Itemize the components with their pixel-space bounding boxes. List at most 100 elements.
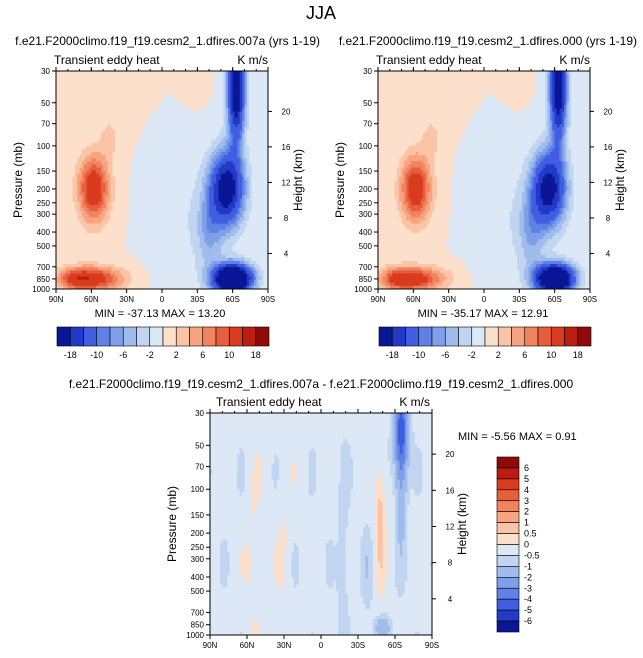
contour-cell [93, 148, 97, 153]
contour-cell [220, 145, 224, 150]
contour-cell [103, 86, 106, 91]
contour-cell [166, 71, 170, 75]
contour-cell [63, 173, 66, 178]
contour-cell [114, 198, 118, 203]
contour-cell [180, 223, 184, 228]
contour-cell [147, 92, 151, 97]
contour-cell [121, 183, 125, 187]
contour-cell [176, 99, 179, 103]
contour-cell [246, 204, 250, 209]
contour-cell [232, 180, 236, 184]
contour-cell [77, 161, 80, 165]
contour-cell [237, 127, 241, 131]
contour-cell [192, 170, 196, 175]
contour-cell [91, 92, 95, 97]
contour-cell [96, 208, 99, 212]
contour-cell [60, 183, 64, 187]
contour-cell [239, 145, 243, 150]
contour-cell [176, 86, 179, 91]
contour-cell [249, 183, 252, 187]
contour-cell [256, 123, 259, 128]
contour-cell [74, 214, 78, 218]
contour-cell [183, 92, 186, 97]
contour-cell [218, 223, 222, 228]
contour-cell [263, 158, 267, 162]
contour-cell [103, 92, 106, 97]
contour-cell [112, 170, 116, 175]
contour-cell [206, 186, 210, 190]
contour-cell [81, 92, 85, 97]
contour-cell [239, 105, 243, 109]
contour-cell [225, 114, 229, 119]
contour-cell [187, 123, 191, 128]
contour-cell [93, 155, 97, 159]
contour-cell [96, 89, 99, 94]
contour-cell [213, 239, 217, 243]
contour-cell [121, 130, 125, 134]
contour-cell [202, 123, 205, 128]
contour-cell [72, 232, 76, 237]
contour-cell [204, 95, 208, 100]
contour-cell [56, 151, 59, 156]
contour-cell [162, 92, 165, 97]
contour-cell [216, 211, 219, 215]
contour-cell [194, 74, 198, 78]
contour-cell [103, 142, 106, 147]
contour-cell [185, 164, 189, 168]
contour-cell [204, 198, 208, 203]
contour-cell [159, 145, 163, 150]
contour-cell [258, 123, 262, 128]
contour-cell [225, 123, 229, 128]
contour-cell [211, 151, 215, 156]
contour-cell [147, 220, 151, 224]
contour-cell [265, 127, 269, 131]
contour-cell [227, 142, 231, 147]
contour-cell [166, 167, 170, 172]
contour-cell [197, 186, 201, 190]
contour-cell [129, 158, 132, 162]
contour-cell [258, 183, 262, 187]
contour-cell [129, 220, 132, 224]
contour-cell [242, 232, 245, 237]
contour-cell [162, 89, 165, 94]
contour-cell [159, 161, 163, 165]
contour-cell [227, 151, 231, 156]
contour-cell [100, 189, 104, 193]
contour-cell [192, 99, 196, 103]
contour-cell [263, 139, 267, 144]
contour-cell [190, 99, 194, 103]
contour-cell [227, 232, 231, 237]
contour-cell [253, 74, 257, 78]
contour-cell [164, 77, 168, 81]
contour-cell [190, 127, 194, 131]
contour-cell [265, 170, 269, 175]
contour-cell [242, 158, 245, 162]
contour-cell [110, 111, 113, 115]
contour-cell [235, 204, 238, 209]
contour-cell [117, 211, 120, 215]
contour-cell [65, 74, 69, 78]
contour-cell [81, 74, 85, 78]
contour-cell [164, 201, 168, 206]
contour-cell [126, 105, 130, 109]
contour-cell [225, 220, 229, 224]
contour-cell [56, 74, 59, 78]
contour-cell [223, 158, 226, 162]
contour-cell [180, 123, 184, 128]
contour-cell [211, 89, 215, 94]
contour-cell [63, 229, 66, 234]
contour-cell [152, 223, 156, 228]
contour-cell [230, 111, 234, 115]
contour-cell [105, 148, 109, 153]
contour-cell [124, 164, 128, 168]
contour-cell [260, 229, 264, 234]
contour-cell [105, 229, 109, 234]
contour-cell [194, 229, 198, 234]
contour-cell [204, 114, 208, 119]
contour-cell [230, 148, 234, 153]
contour-cell [121, 214, 125, 218]
contour-cell [180, 80, 184, 84]
contour-cell [112, 139, 116, 144]
contour-cell [159, 99, 163, 103]
contour-cell [143, 151, 146, 156]
